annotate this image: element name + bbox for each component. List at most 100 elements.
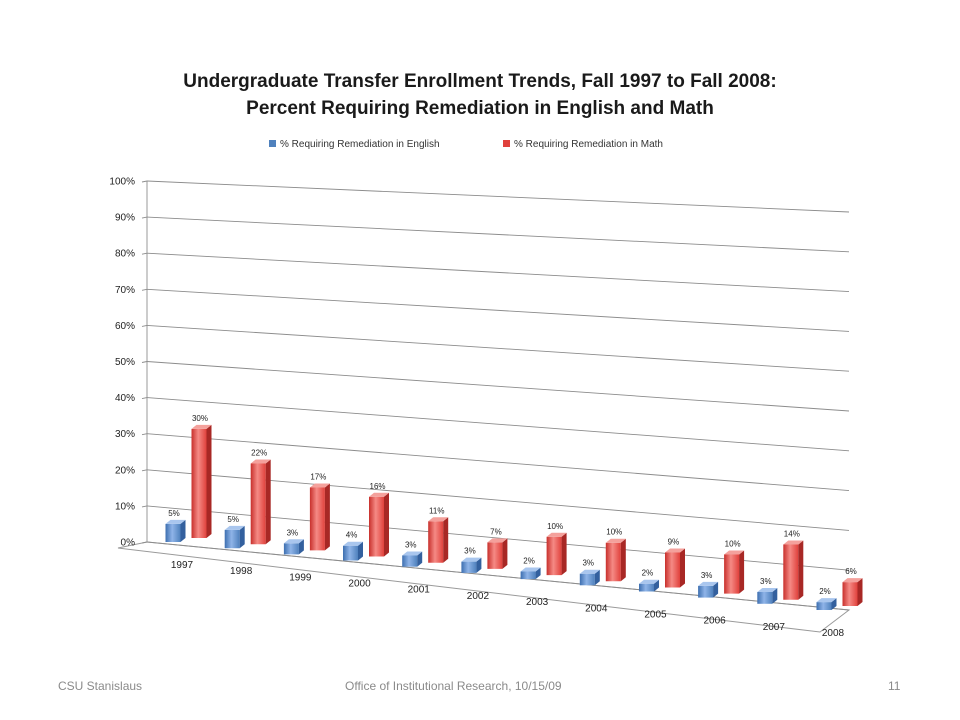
bar-math-face xyxy=(783,544,799,600)
bar-english-data-label: 3% xyxy=(701,571,713,580)
bar-english-data-label: 3% xyxy=(287,528,299,537)
bar-math-data-label: 11% xyxy=(429,506,444,515)
bar-math-side xyxy=(680,548,685,588)
bar-english-side xyxy=(298,539,304,555)
bar-math-top xyxy=(546,532,567,537)
bar-english-side xyxy=(476,557,482,573)
bar-english-data-label: 3% xyxy=(760,577,772,586)
bar-math-face xyxy=(191,428,207,538)
bar-math-face xyxy=(724,554,740,594)
gridline xyxy=(146,180,850,213)
bar-math-side xyxy=(561,532,567,576)
bar-english-face xyxy=(461,561,477,573)
bar-english-top xyxy=(757,588,778,592)
bar-math-top xyxy=(309,483,330,488)
y-tick-mark xyxy=(141,505,148,508)
gridline xyxy=(146,433,850,492)
bar-english-face xyxy=(757,592,773,604)
bar-math-face xyxy=(842,582,858,606)
bar-math-data-label: 10% xyxy=(606,528,622,537)
x-tick-label: 1998 xyxy=(230,566,253,577)
bar-math-face xyxy=(546,536,562,576)
x-tick-label: 1999 xyxy=(289,572,312,583)
bar-math-top xyxy=(428,517,449,522)
bar-english-side xyxy=(180,519,186,542)
y-tick-label: 30% xyxy=(115,429,135,440)
footer-center: Office of Institutional Research, 10/15/… xyxy=(345,679,562,693)
bar-english-top xyxy=(343,541,363,546)
bar-english-face xyxy=(579,573,595,586)
x-tick-label: 2006 xyxy=(704,616,727,627)
x-tick-label: 2000 xyxy=(348,579,371,590)
bar-math-side xyxy=(502,538,508,569)
bar-math-side xyxy=(443,517,449,563)
legend-swatch-math xyxy=(503,140,510,147)
y-tick-mark xyxy=(141,433,148,436)
x-tick-label: 2005 xyxy=(644,609,667,620)
bar-english-data-label: 3% xyxy=(582,559,594,568)
bar-english-face xyxy=(402,555,418,567)
y-tick-label: 20% xyxy=(115,465,135,476)
x-tick-label: 2002 xyxy=(467,591,490,602)
bar-math-data-label: 10% xyxy=(547,522,563,531)
bar-math-data-label: 30% xyxy=(192,414,208,423)
bar-math-side xyxy=(324,483,330,551)
y-tick-mark xyxy=(141,469,148,472)
y-tick-label: 10% xyxy=(115,501,135,512)
bar-english-side xyxy=(594,569,600,586)
bar-math-data-label: 9% xyxy=(668,537,680,546)
y-tick-label: 90% xyxy=(115,213,135,224)
bar-math-side xyxy=(620,538,626,582)
footer-left: CSU Stanislaus xyxy=(58,679,143,693)
plot-area: 0% 10% 20% 30% 40% 50% 60% 70% 80% 90% 100% 5% 30% 19… xyxy=(109,177,863,639)
bar-english-face xyxy=(639,583,654,592)
y-tick-label: 40% xyxy=(115,393,135,404)
bar-english-data-label: 2% xyxy=(819,587,831,596)
y-tick-mark xyxy=(141,361,148,363)
bar-english-face xyxy=(283,543,299,555)
bar-math-top xyxy=(191,424,212,429)
y-tick-mark xyxy=(141,216,148,219)
y-tick-mark xyxy=(141,288,148,291)
y-tick-label: 0% xyxy=(121,538,136,549)
bar-english-side xyxy=(831,598,837,610)
bar-math-top xyxy=(487,538,508,543)
y-tick-mark xyxy=(141,180,148,183)
bar-math-face xyxy=(309,487,325,551)
bar-math-top xyxy=(250,459,271,464)
bar-math-side xyxy=(265,459,271,545)
bar-english-data-label: 2% xyxy=(523,556,535,565)
legend-label-math: % Requiring Remediation in Math xyxy=(514,139,663,150)
bar-math-data-label: 14% xyxy=(784,530,800,539)
gridline xyxy=(146,541,850,611)
bar-math-data-label: 16% xyxy=(370,482,386,491)
bar-english-face xyxy=(343,545,358,561)
bar-english-side xyxy=(239,525,245,549)
y-tick-mark xyxy=(141,397,148,400)
bar-math-top xyxy=(842,578,863,583)
bar-english-top xyxy=(579,569,600,574)
y-tick-mark xyxy=(141,324,148,327)
gridline xyxy=(146,397,850,452)
chart-title: Undergraduate Transfer Enrollment Trends… xyxy=(183,71,776,92)
bar-math-top xyxy=(783,540,804,545)
gridline xyxy=(146,288,850,332)
bar-math-top xyxy=(724,550,745,555)
bar-english-side xyxy=(772,588,778,604)
x-tick-label: 2007 xyxy=(763,622,786,633)
bar-math-data-label: 17% xyxy=(310,472,326,481)
y-tick-mark xyxy=(141,252,148,255)
legend-label-english: % Requiring Remediation in English xyxy=(280,139,440,150)
bar-math-face xyxy=(665,552,680,588)
bar-english-face xyxy=(224,529,240,549)
bar-english-side xyxy=(535,567,541,580)
x-tick-label: 2008 xyxy=(822,628,845,639)
gridline xyxy=(146,216,850,253)
gridline xyxy=(146,361,850,412)
legend: % Requiring Remediation in English % Req… xyxy=(269,139,663,150)
bar-english-data-label: 5% xyxy=(227,515,239,524)
bar-math-data-label: 22% xyxy=(251,448,267,457)
bar-english-side xyxy=(654,579,659,592)
legend-swatch-english xyxy=(269,140,276,147)
